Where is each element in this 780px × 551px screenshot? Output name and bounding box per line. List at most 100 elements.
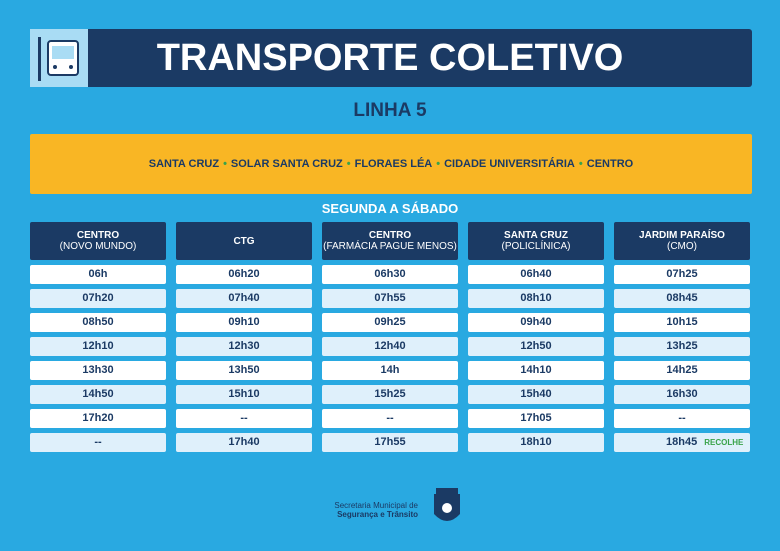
time: 09h40 [520, 316, 552, 328]
stop: SOLAR SANTA CRUZ [230, 158, 343, 170]
time-cell: -- [322, 409, 458, 428]
separator: • [223, 158, 227, 170]
time: 18h10 [520, 436, 552, 448]
time: 18h45 [666, 436, 698, 448]
time: 07h40 [228, 292, 260, 304]
time-cell: 15h10 [176, 385, 312, 404]
time: -- [678, 412, 686, 424]
column-header: SANTA CRUZ (POLICLÍNICA) [468, 222, 604, 260]
time: 15h25 [374, 388, 406, 400]
time-cell: 09h10 [176, 313, 312, 332]
stop: FLORAES LÉA [354, 158, 433, 170]
bus-svg [38, 37, 79, 81]
time: 12h50 [520, 340, 552, 352]
stop: CIDADE UNIVERSITÁRIA [444, 158, 575, 170]
time: 06h30 [374, 268, 406, 280]
stop-sub: (NOVO MUNDO) [59, 241, 137, 252]
time-cell: 17h55 [322, 433, 458, 452]
time-cell: 18h10 [468, 433, 604, 452]
separator: • [578, 158, 583, 170]
time: -- [240, 412, 248, 424]
time-cell: 08h50 [30, 313, 166, 332]
time: 17h55 [374, 436, 406, 448]
time: 09h10 [228, 316, 260, 328]
time-cell: 06h [30, 265, 166, 284]
time: 14h10 [520, 364, 552, 376]
time-cell: 14h10 [468, 361, 604, 380]
time: 17h40 [228, 436, 260, 448]
time-cell: 16h30 [614, 385, 750, 404]
time: 06h40 [520, 268, 552, 280]
time-cell: 09h40 [468, 313, 604, 332]
separator: • [436, 158, 441, 170]
time: 09h25 [374, 316, 406, 328]
time: 12h40 [374, 340, 406, 352]
time: 16h30 [666, 388, 698, 400]
separator: • [346, 158, 351, 170]
title: TRANSPORTE COLETIVO [156, 37, 624, 79]
time: 15h40 [520, 388, 552, 400]
time: 17h05 [520, 412, 552, 424]
time-cell: 07h20 [30, 289, 166, 308]
stop-name: CTG [233, 235, 255, 247]
footer-line: Secretaria Municipal de [334, 501, 418, 510]
time-cell: 14h [322, 361, 458, 380]
time: 12h10 [82, 340, 114, 352]
time-cell: 07h40 [176, 289, 312, 308]
time-cell: 10h15 [614, 313, 750, 332]
time-cell: 08h45 [614, 289, 750, 308]
time-cell: 13h50 [176, 361, 312, 380]
time-cell: 12h30 [176, 337, 312, 356]
line-name: LINHA 5 [353, 100, 427, 121]
time: 08h45 [666, 292, 698, 304]
time: 14h [380, 364, 400, 376]
time-cell: 14h50 [30, 385, 166, 404]
time-cell: 13h25 [614, 337, 750, 356]
time-cell: 06h40 [468, 265, 604, 284]
time: 07h25 [666, 268, 698, 280]
stop: SANTA CRUZ [148, 158, 220, 170]
stop-name: CENTRO [76, 230, 120, 241]
time: 06h [88, 268, 108, 280]
time: 08h50 [82, 316, 114, 328]
header-bar [30, 29, 752, 87]
time: 13h30 [82, 364, 114, 376]
time: 14h25 [666, 364, 698, 376]
time-cell: -- [176, 409, 312, 428]
time: 08h10 [520, 292, 552, 304]
stop-sub: (FARMÁCIA PAGUE MENOS) [323, 241, 457, 252]
time-cell: 12h10 [30, 337, 166, 356]
note: RECOLHE [704, 438, 744, 447]
logo [434, 488, 460, 521]
time-cell: 06h30 [322, 265, 458, 284]
time-cell: 06h20 [176, 265, 312, 284]
time-cell: -- [614, 409, 750, 428]
time-cell: 07h25 [614, 265, 750, 284]
footer: Secretaria Municipal de Segurança e Trân… [318, 501, 418, 519]
time-cell: 14h25 [614, 361, 750, 380]
time-cell: 15h40 [468, 385, 604, 404]
route: SANTA CRUZ • SOLAR SANTA CRUZ • FLORAES LÉA •… [30, 134, 752, 194]
time-cell: 09h25 [322, 313, 458, 332]
footer-line: Segurança e Trânsito [337, 510, 418, 519]
stop-sub: (CMO) [667, 241, 697, 252]
days: SEGUNDA A SÁBADO [321, 201, 459, 216]
time: 14h50 [82, 388, 114, 400]
time-cell: 15h25 [322, 385, 458, 404]
time: 06h20 [228, 268, 260, 280]
bus-icon [30, 29, 88, 87]
time-cell: 17h05 [468, 409, 604, 428]
stop-name: SANTA CRUZ [504, 230, 568, 241]
time: 07h20 [82, 292, 114, 304]
column-header: CENTRO (FARMÁCIA PAGUE MENOS) [322, 222, 458, 260]
column-header: CTG [176, 222, 312, 260]
time: 07h55 [374, 292, 406, 304]
stop-sub: (POLICLÍNICA) [501, 241, 571, 252]
time: 12h30 [228, 340, 260, 352]
time: -- [386, 412, 394, 424]
column-header: CENTRO (NOVO MUNDO) [30, 222, 166, 260]
time-cell: 17h20 [30, 409, 166, 428]
time-cell: 12h40 [322, 337, 458, 356]
time: 13h50 [228, 364, 260, 376]
